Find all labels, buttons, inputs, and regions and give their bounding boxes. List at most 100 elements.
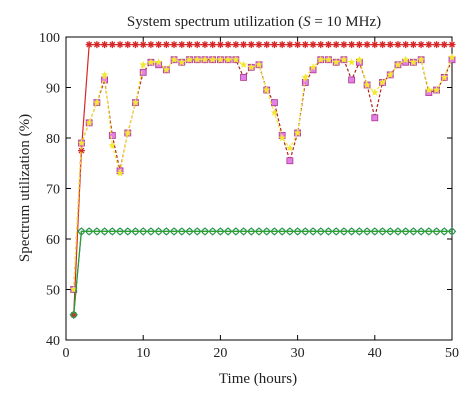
series-1-point-5 (108, 132, 116, 139)
series-2-point-40 (378, 78, 387, 86)
y-tick-label-4: 80 (46, 132, 60, 147)
y-tick-label-6: 100 (39, 31, 60, 46)
series-0-point-26 (270, 41, 278, 49)
series-2-point-5 (108, 141, 117, 149)
series-0-point-40 (379, 41, 387, 49)
series-0-point-12 (162, 41, 170, 49)
x-tick-label-3: 30 (291, 346, 305, 361)
series-2-point-43 (401, 55, 410, 63)
series-2-point-25 (262, 86, 271, 94)
plot-frame (65, 36, 453, 341)
series-0-point-10 (147, 41, 155, 49)
series-1-point-28 (286, 157, 294, 165)
x-tick-label-0: 0 (63, 346, 70, 361)
series-1-point-9 (139, 68, 147, 76)
series-2-point-39 (371, 88, 379, 96)
series-4-line (73, 230, 452, 315)
series-4-point-8 (132, 228, 139, 235)
series-0-point-22 (240, 41, 248, 49)
series-4-point-4 (101, 228, 108, 235)
series-0-point-29 (294, 41, 302, 49)
x-tick-label-2: 20 (213, 346, 227, 361)
series-4-point-15 (186, 228, 193, 235)
series-4-point-49 (448, 228, 456, 235)
series-0-point-23 (247, 41, 255, 49)
series-0-point-37 (355, 41, 363, 49)
series-0-point-33 (324, 41, 332, 49)
series-0-point-3 (93, 41, 101, 49)
series-2-point-30 (301, 73, 310, 81)
series-0-point-28 (286, 41, 294, 49)
series-0-point-13 (170, 41, 178, 49)
series-2-point-29 (293, 128, 302, 137)
series-0-point-48 (440, 41, 448, 49)
series-0-point-47 (433, 41, 441, 49)
series-0 (70, 41, 456, 319)
series-0-point-9 (139, 41, 147, 49)
series-4-point-1 (78, 228, 85, 235)
series-0-point-19 (216, 41, 224, 49)
series-2-point-28 (286, 144, 294, 152)
series-4-point-17 (201, 228, 209, 235)
y-tick-label-3: 70 (46, 183, 60, 198)
x-tick-label-1: 10 (136, 346, 150, 361)
series-2-point-10 (147, 58, 155, 66)
x-tick-label-5: 50 (445, 346, 459, 361)
series-4-point-47 (433, 228, 440, 235)
series-4-point-6 (116, 228, 124, 235)
series-1-point-22 (240, 74, 247, 81)
series-4-point-27 (278, 228, 286, 235)
series-4-point-20 (224, 228, 232, 235)
series-4-point-22 (240, 228, 247, 235)
series-2-point-49 (448, 53, 456, 61)
series-2-point-31 (309, 63, 317, 71)
series-4-point-2 (85, 228, 93, 235)
series-0-point-11 (155, 41, 163, 49)
series-2-point-32 (317, 55, 325, 63)
series-4-point-35 (340, 228, 348, 235)
series-2-point-48 (440, 73, 449, 81)
series-4-point-42 (394, 228, 402, 235)
series-0-point-7 (124, 41, 132, 49)
series-4-point-41 (386, 228, 394, 235)
series-2-point-4 (100, 70, 109, 79)
series-0-point-18 (209, 41, 217, 49)
series-2-point-3 (93, 98, 101, 106)
series-2-line (73, 56, 453, 290)
series-0-point-41 (386, 41, 394, 49)
y-axis-label: Spectrum utilization (%) (17, 114, 33, 262)
series-2-point-42 (394, 60, 402, 68)
series-0-point-15 (186, 41, 194, 49)
series-4-point-48 (440, 228, 448, 235)
series-0-point-45 (417, 41, 425, 49)
series-layer (69, 41, 457, 319)
series-4-point-24 (255, 228, 263, 235)
series-0-point-24 (255, 41, 263, 49)
series-4-point-43 (402, 228, 409, 235)
series-4-point-31 (309, 228, 317, 235)
series-0-point-6 (116, 41, 124, 49)
series-0-point-43 (402, 41, 410, 49)
series-2-point-7 (124, 128, 132, 137)
series-2-point-47 (432, 86, 441, 94)
series-4-point-10 (147, 228, 155, 235)
series-0-point-8 (131, 41, 139, 49)
series-4-point-12 (163, 228, 170, 235)
series-2-point-13 (170, 55, 178, 63)
series-4-point-7 (124, 228, 132, 235)
series-0-line (73, 43, 452, 315)
series-4-point-46 (425, 228, 433, 235)
series-2-point-11 (154, 58, 163, 66)
series-0-point-38 (363, 41, 371, 49)
series-2-point-18 (208, 55, 217, 63)
series-4-point-40 (379, 228, 386, 235)
chart-title-variable: S (303, 14, 311, 30)
series-2-point-41 (386, 70, 394, 79)
series-2-point-9 (139, 60, 147, 68)
series-0-point-17 (201, 41, 209, 49)
series-4-point-32 (317, 228, 325, 235)
series-0-point-46 (425, 41, 433, 49)
series-0-point-49 (448, 41, 456, 49)
y-tick-label-5: 90 (46, 82, 60, 97)
series-2-point-37 (355, 55, 364, 63)
